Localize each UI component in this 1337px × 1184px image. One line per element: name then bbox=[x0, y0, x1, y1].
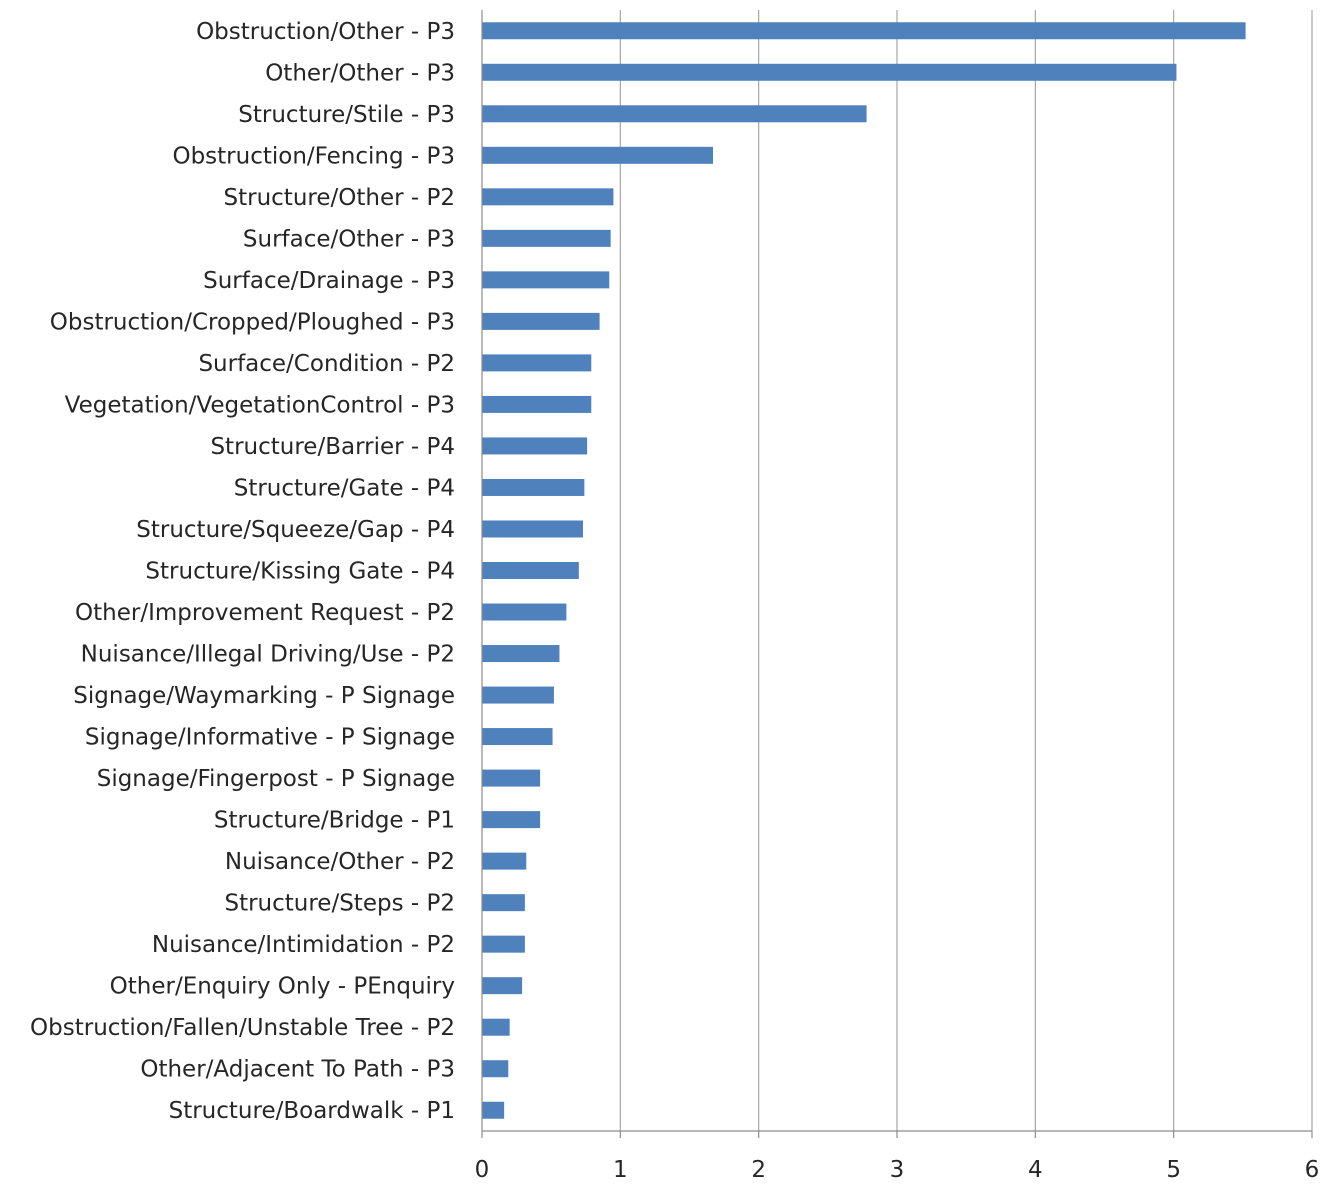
bar bbox=[482, 728, 553, 746]
bar bbox=[482, 271, 610, 289]
category-label: Obstruction/Fallen/Unstable Tree - P2 bbox=[30, 1015, 455, 1041]
category-label: Structure/Gate - P4 bbox=[234, 475, 455, 501]
category-label: Signage/Informative - P Signage bbox=[85, 725, 455, 751]
bar bbox=[482, 188, 614, 206]
category-label: Other/Other - P3 bbox=[265, 60, 455, 86]
category-label: Nuisance/Other - P2 bbox=[225, 849, 455, 875]
bar bbox=[482, 146, 714, 164]
category-label: Structure/Kissing Gate - P4 bbox=[145, 559, 455, 585]
category-label: Other/Improvement Request - P2 bbox=[75, 600, 455, 626]
category-label: Other/Adjacent To Path - P3 bbox=[140, 1057, 455, 1083]
category-label: Surface/Other - P3 bbox=[243, 226, 455, 252]
bar bbox=[482, 562, 579, 579]
bar bbox=[482, 1101, 505, 1119]
bar bbox=[482, 977, 523, 995]
bar bbox=[482, 1060, 509, 1078]
bar bbox=[482, 229, 611, 247]
bar bbox=[482, 852, 527, 870]
bars bbox=[482, 22, 1246, 1119]
bar bbox=[482, 437, 588, 455]
gridlines bbox=[481, 10, 1313, 1138]
category-label: Surface/Drainage - P3 bbox=[203, 268, 455, 294]
x-tick-label: 2 bbox=[751, 1157, 766, 1183]
bar bbox=[482, 395, 592, 413]
category-label: Vegetation/VegetationControl - P3 bbox=[65, 392, 455, 418]
category-labels: Obstruction/Other - P3 Other/Other - P3 St… bbox=[30, 19, 455, 1124]
bar bbox=[482, 811, 541, 829]
bar bbox=[482, 686, 554, 704]
bar bbox=[482, 478, 585, 496]
bar bbox=[482, 894, 525, 912]
x-tick-label: 0 bbox=[475, 1157, 490, 1183]
category-label: Structure/Squeeze/Gap - P4 bbox=[136, 517, 455, 543]
category-label: Structure/Bridge - P1 bbox=[214, 808, 455, 834]
category-label: Obstruction/Cropped/Ploughed - P3 bbox=[50, 309, 455, 335]
bar bbox=[482, 645, 560, 663]
bar bbox=[482, 105, 867, 123]
category-label: Other/Enquiry Only - PEnquiry bbox=[110, 974, 455, 1000]
category-label: Signage/Waymarking - P Signage bbox=[73, 683, 455, 709]
category-label: Obstruction/Fencing - P3 bbox=[172, 143, 455, 169]
bar bbox=[482, 22, 1246, 40]
category-label: Nuisance/Intimidation - P2 bbox=[152, 932, 455, 958]
bar bbox=[482, 63, 1177, 81]
category-label: Structure/Other - P2 bbox=[224, 185, 455, 211]
x-tick-label: 5 bbox=[1166, 1157, 1181, 1183]
category-label: Structure/Boardwalk - P1 bbox=[169, 1098, 455, 1124]
bar bbox=[482, 520, 583, 538]
x-tick-labels: 0 1 2 3 4 5 6 bbox=[475, 1157, 1320, 1183]
bar bbox=[482, 769, 541, 787]
category-label: Structure/Barrier - P4 bbox=[210, 434, 455, 460]
x-tick-label: 3 bbox=[890, 1157, 905, 1183]
bar bbox=[482, 935, 525, 953]
x-tick-label: 4 bbox=[1028, 1157, 1043, 1183]
category-label: Surface/Condition - P2 bbox=[198, 351, 455, 377]
category-label: Structure/Stile - P3 bbox=[238, 102, 455, 128]
category-label: Signage/Fingerpost - P Signage bbox=[97, 766, 455, 792]
category-label: Obstruction/Other - P3 bbox=[196, 19, 455, 45]
x-tick-label: 1 bbox=[613, 1157, 628, 1183]
category-label: Structure/Steps - P2 bbox=[224, 891, 455, 917]
bar bbox=[482, 354, 592, 372]
bar bbox=[482, 312, 600, 330]
x-tick-label: 6 bbox=[1305, 1157, 1320, 1183]
bar bbox=[482, 1018, 510, 1036]
bar bbox=[482, 603, 567, 621]
category-label: Nuisance/Illegal Driving/Use - P2 bbox=[81, 642, 455, 668]
